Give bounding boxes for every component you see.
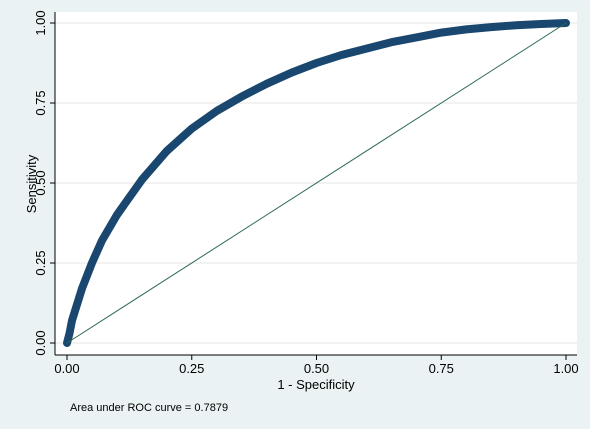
x-tick-label-3: 0.75 bbox=[429, 361, 454, 376]
y-axis-title: Sensitivity bbox=[24, 154, 39, 213]
reference-diagonal-line bbox=[66, 22, 567, 344]
series-layer bbox=[63, 19, 570, 347]
y-tick-label-2: 0.50 bbox=[33, 170, 48, 195]
y-tick-label-3: 0.75 bbox=[33, 90, 48, 115]
x-tick-label-0: 0.00 bbox=[54, 361, 79, 376]
x-tick-label-4: 1.00 bbox=[553, 361, 578, 376]
x-axis-title: 1 - Specificity bbox=[277, 377, 355, 392]
roc-curve-line bbox=[63, 19, 570, 347]
axis-layer: 0.00 0.25 0.50 0.75 1.00 0.00 0.25 0.50 0.75 1.00 bbox=[33, 10, 579, 376]
label-layer: 1 - Specificity Sensitivity Area under R… bbox=[24, 154, 355, 414]
auc-note: Area under ROC curve = 0.7879 bbox=[70, 402, 228, 414]
y-tick-label-0: 0.00 bbox=[33, 330, 48, 355]
x-tick-label-1: 0.25 bbox=[179, 361, 204, 376]
x-tick-label-2: 0.50 bbox=[304, 361, 329, 376]
y-tick-label-4: 1.00 bbox=[33, 10, 48, 35]
y-tick-label-1: 0.25 bbox=[33, 250, 48, 275]
